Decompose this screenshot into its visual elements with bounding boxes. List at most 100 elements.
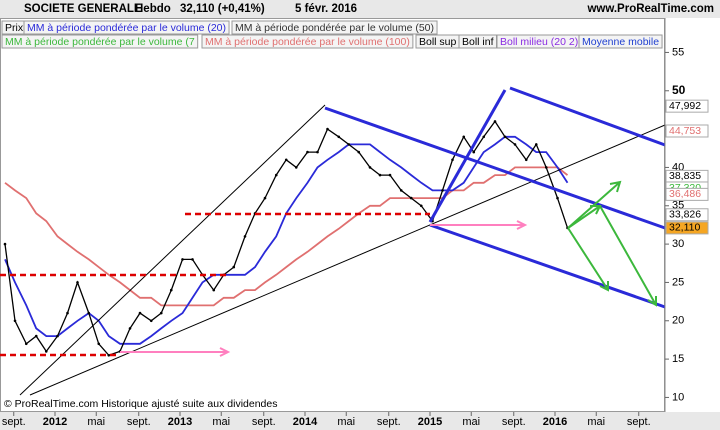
legend-tab — [578, 34, 663, 49]
x-tick-label: sept. — [127, 416, 151, 428]
legend-tab — [231, 20, 438, 35]
price-label: 38,835 — [669, 170, 701, 182]
x-tick-label: mai — [337, 416, 355, 428]
price-point — [243, 235, 247, 238]
legend-entry: Boll sup — [419, 36, 457, 48]
price-point — [87, 311, 91, 315]
green-arrow — [567, 227, 609, 292]
price-point — [306, 150, 309, 154]
x-tick-label: sept. — [377, 416, 401, 428]
price-point — [191, 258, 194, 261]
price-point — [451, 158, 454, 162]
instrument: SOCIETE GENERALE — [24, 3, 142, 15]
price-point — [107, 353, 111, 357]
trend-line — [29, 124, 666, 396]
price-point — [3, 242, 7, 246]
header-bar — [0, 0, 720, 18]
price-label-box — [665, 208, 709, 222]
legend-entry: Boll inf — [462, 36, 494, 48]
price-label-box — [665, 99, 709, 113]
price-point — [472, 150, 476, 154]
legend-entry: MM à période pondérée par le volume (7 — [5, 36, 195, 48]
y-tick-label: 15 — [672, 353, 684, 365]
price-point — [13, 319, 17, 323]
price-point — [294, 166, 298, 169]
price-point — [503, 135, 507, 139]
price-point — [409, 196, 413, 200]
price-point — [441, 189, 444, 192]
price-point — [378, 173, 382, 177]
x-tick-label: sept. — [252, 416, 276, 428]
legend-tab — [1, 34, 199, 49]
x-tick-label: mai — [87, 416, 105, 428]
y-tick-label: 10 — [672, 391, 684, 403]
x-tick-label: sept. — [627, 416, 651, 428]
green-arrow — [599, 205, 657, 307]
price-point — [274, 173, 278, 177]
last-quote: 32,110 (+0,41%) — [180, 3, 265, 15]
price-label: 44,753 — [669, 125, 701, 137]
pink-arrow — [120, 347, 231, 357]
channel-line — [428, 89, 507, 223]
x-tick-label: 2016 — [543, 416, 567, 428]
trend-line — [19, 104, 326, 396]
series-line — [4, 166, 569, 307]
pink-arrow — [430, 220, 528, 230]
x-tick-label: sept. — [2, 416, 26, 428]
price-point — [138, 311, 142, 315]
footer: © ProRealTime.com Historique ajusté suit… — [4, 398, 277, 410]
price-point — [56, 334, 59, 338]
price-point — [181, 258, 184, 261]
price-point — [44, 350, 48, 353]
y-tick-label: 30 — [672, 238, 684, 250]
price-point — [128, 327, 132, 330]
price-point — [482, 135, 486, 139]
price-point — [212, 288, 216, 292]
legend-tab — [23, 20, 230, 35]
channel-line — [429, 223, 666, 309]
price-point — [24, 342, 28, 346]
price-point — [159, 311, 163, 315]
legend: Prix MM à période pondérée par le volume … — [1, 20, 663, 49]
legend-entry: Boll milieu (20 2) — [500, 36, 578, 48]
price-point — [149, 319, 153, 323]
price-point — [513, 143, 517, 146]
price-point — [534, 143, 538, 146]
period: Hebdo — [135, 3, 171, 15]
site: www.ProRealTime.com — [586, 3, 714, 15]
price-point — [76, 281, 79, 284]
axes: 10152025303540455055sept.2012maisept.201… — [2, 46, 709, 428]
price-point — [556, 196, 559, 200]
x-tick-label: mai — [462, 416, 480, 428]
channel-line — [324, 106, 666, 230]
price-point — [357, 150, 361, 154]
price-point — [169, 288, 173, 292]
price-point — [493, 120, 497, 123]
legend-entry: Moyenne mobile — [582, 36, 659, 48]
price-label: 36,486 — [669, 188, 701, 200]
x-tick-label: 2012 — [43, 416, 67, 428]
legend-entry: MM à période pondérée par le volume (20) — [27, 22, 226, 34]
price-point — [326, 127, 329, 131]
price-point — [419, 204, 423, 208]
price-label: 32,110 — [669, 222, 700, 234]
price-label-box — [665, 221, 709, 235]
x-tick-label: sept. — [502, 416, 526, 428]
price-point — [316, 150, 319, 154]
legend-tab — [201, 34, 414, 49]
price-label-box — [665, 187, 709, 201]
price-point — [347, 143, 351, 146]
price-label: 33,826 — [669, 209, 701, 221]
plot-area — [0, 18, 665, 412]
channel-line — [509, 86, 666, 147]
price-point — [97, 342, 101, 346]
price-label: 47,992 — [669, 100, 701, 112]
price-point — [232, 265, 236, 269]
x-axis-area — [0, 412, 720, 430]
x-tick-label: mai — [587, 416, 605, 428]
y-tick-label: 55 — [672, 46, 684, 58]
price-point — [284, 158, 288, 162]
price-point — [524, 158, 528, 162]
x-tick-label: 2013 — [168, 416, 192, 428]
